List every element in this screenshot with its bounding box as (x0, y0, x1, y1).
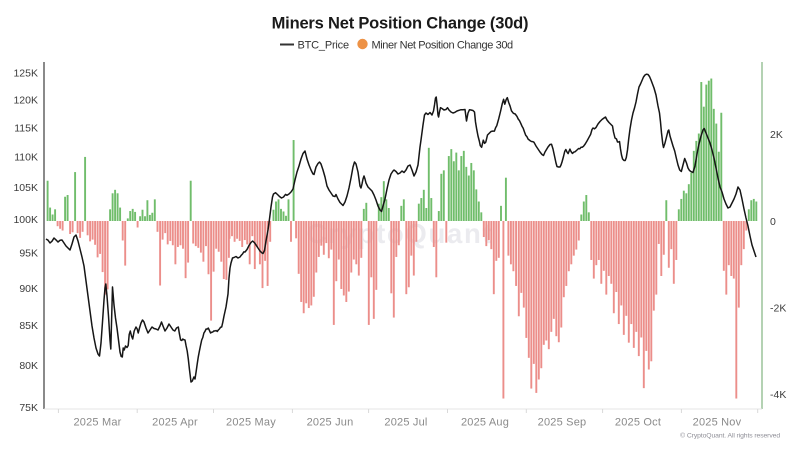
svg-text:2025 Oct: 2025 Oct (615, 417, 661, 429)
svg-text:© CryptoQuant. All rights rese: © CryptoQuant. All rights reserved (680, 432, 780, 440)
svg-text:95K: 95K (19, 247, 38, 259)
svg-text:2K: 2K (770, 129, 783, 141)
svg-text:85K: 85K (19, 320, 38, 332)
svg-text:105K: 105K (13, 182, 38, 194)
svg-text:2025 Jul: 2025 Jul (384, 417, 427, 429)
svg-text:0: 0 (770, 216, 776, 228)
svg-text:BTC_Price: BTC_Price (298, 40, 349, 52)
svg-text:-4K: -4K (770, 389, 786, 401)
svg-text:100K: 100K (13, 214, 38, 226)
svg-text:2025 Sep: 2025 Sep (538, 417, 587, 429)
svg-text:2025 Aug: 2025 Aug (461, 417, 509, 429)
svg-text:2025 Nov: 2025 Nov (693, 417, 742, 429)
svg-text:Miner Net Position Change 30d: Miner Net Position Change 30d (372, 40, 514, 52)
svg-text:2025 Apr: 2025 Apr (152, 417, 198, 429)
svg-text:Miners Net Position Change (30: Miners Net Position Change (30d) (272, 15, 529, 33)
svg-text:125K: 125K (13, 68, 38, 80)
svg-text:75K: 75K (19, 402, 38, 414)
svg-text:110K: 110K (14, 151, 38, 163)
svg-text:2025 Mar: 2025 Mar (73, 417, 121, 429)
svg-text:2025 May: 2025 May (226, 417, 276, 429)
svg-text:115K: 115K (14, 122, 38, 134)
svg-text:90K: 90K (19, 283, 38, 295)
svg-text:2025 Jun: 2025 Jun (307, 417, 354, 429)
svg-text:-2K: -2K (770, 302, 786, 314)
svg-text:80K: 80K (19, 360, 38, 372)
svg-text:120K: 120K (13, 94, 38, 106)
